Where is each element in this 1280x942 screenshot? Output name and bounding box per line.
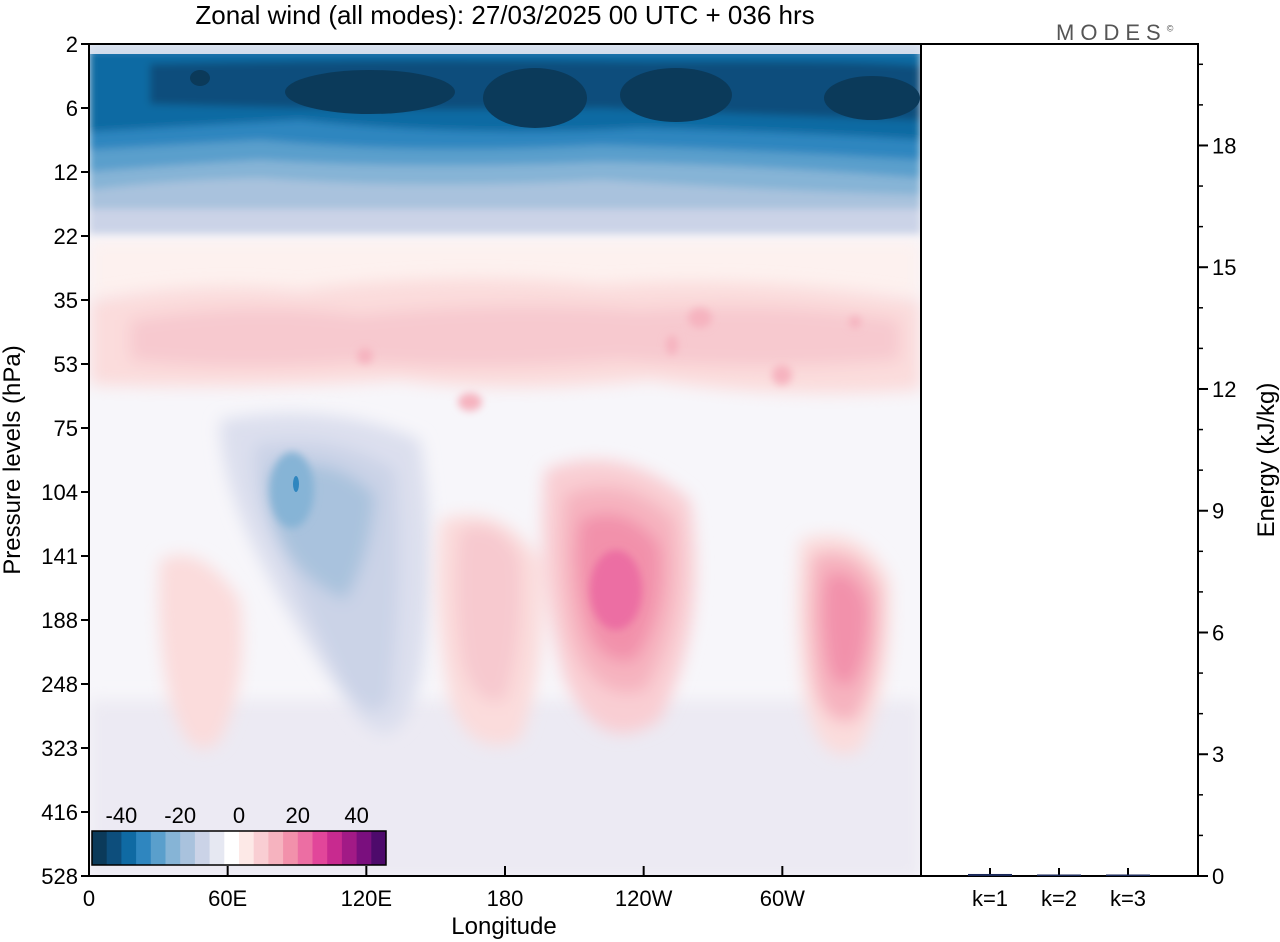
colorbar-swatch (92, 831, 108, 865)
colorbar-swatch (356, 831, 372, 865)
energy-bar (968, 873, 1012, 876)
colorbar-swatch (341, 831, 358, 865)
x-tick-label: 180 (487, 886, 524, 911)
x-axis-title: Longitude (451, 913, 556, 940)
colorbar-swatch (180, 831, 196, 865)
colorbar-swatch (268, 831, 284, 865)
colorbar-label: -40 (106, 803, 138, 828)
energy-panel-frame (920, 43, 1199, 877)
colorbar: -40 -20 0 20 40 (91, 803, 387, 866)
colorbar-swatch (165, 831, 181, 865)
energy-bar (1106, 874, 1150, 876)
energy-axis-title: Energy (kJ/kg) (1253, 383, 1280, 538)
colorbar-swatch (371, 831, 387, 865)
colorbar-label: -20 (164, 803, 196, 828)
brand-logo: MODES© (1056, 20, 1173, 46)
y-axis-title: Pressure levels (hPa) (0, 345, 26, 574)
energy-tick-label: 0 (1212, 864, 1224, 889)
y-tick-label: 104 (41, 480, 78, 505)
x-tick-label: 60W (760, 886, 805, 911)
energy-axes: 0 3 6 9 12 15 18 (1198, 63, 1236, 889)
energy-tick-label: 15 (1212, 255, 1236, 280)
energy-tick-label: 3 (1212, 742, 1224, 767)
colorbar-swatch (312, 831, 328, 865)
y-tick-label: 141 (41, 544, 78, 569)
colorbar-swatch (121, 831, 137, 865)
colorbar-swatch (239, 831, 255, 865)
energy-tick-label: 18 (1212, 133, 1236, 158)
energy-bar (1037, 874, 1081, 876)
brand-mark: © (1166, 23, 1174, 34)
energy-category-label: k=2 (1041, 886, 1077, 911)
colorbar-swatch (224, 831, 240, 865)
y-tick-label: 22 (54, 224, 78, 249)
colorbar-swatch (209, 831, 225, 865)
x-tick-label: 60E (208, 886, 247, 911)
x-tick-label: 120W (615, 886, 673, 911)
heatmap-axes: 0 60E 120E 180 120W 60W 2 6 12 22 35 53 75 104 141 188 2… (41, 32, 805, 911)
colorbar-swatch (253, 831, 269, 865)
y-tick-label: 2 (66, 32, 78, 57)
colorbar-swatch (327, 831, 343, 865)
energy-tick-label: 12 (1212, 377, 1236, 402)
y-tick-label: 35 (54, 288, 78, 313)
y-tick-label: 53 (54, 352, 78, 377)
heatmap-field (89, 44, 921, 876)
chart-title: Zonal wind (all modes): 27/03/2025 00 UT… (195, 0, 815, 30)
colorbar-swatch (136, 831, 152, 865)
brand-name: MODES (1056, 20, 1167, 45)
colorbar-swatch (150, 831, 166, 865)
y-tick-label: 323 (41, 736, 78, 761)
energy-tick-label: 9 (1212, 499, 1224, 524)
colorbar-label: 20 (286, 803, 310, 828)
y-tick-label: 75 (54, 416, 78, 441)
colorbar-label: 0 (233, 803, 245, 828)
colorbar-swatch (106, 831, 122, 865)
y-tick-label: 6 (66, 96, 78, 121)
colorbar-frame (91, 830, 387, 866)
colorbar-swatch (194, 831, 211, 865)
x-tick-label: 120E (341, 886, 392, 911)
x-tick-label: 0 (83, 886, 95, 911)
y-tick-label: 416 (41, 800, 78, 825)
energy-bars: k=1 k=2 k=3 (968, 868, 1150, 911)
y-tick-label: 248 (41, 672, 78, 697)
colorbar-swatch (297, 831, 313, 865)
energy-category-label: k=1 (972, 886, 1008, 911)
colorbar-swatch (283, 831, 299, 865)
energy-tick-label: 6 (1212, 620, 1224, 645)
y-tick-label: 188 (41, 608, 78, 633)
y-tick-label: 12 (54, 160, 78, 185)
y-tick-label: 528 (41, 864, 78, 889)
colorbar-label: 40 (344, 803, 368, 828)
energy-category-label: k=3 (1110, 886, 1146, 911)
